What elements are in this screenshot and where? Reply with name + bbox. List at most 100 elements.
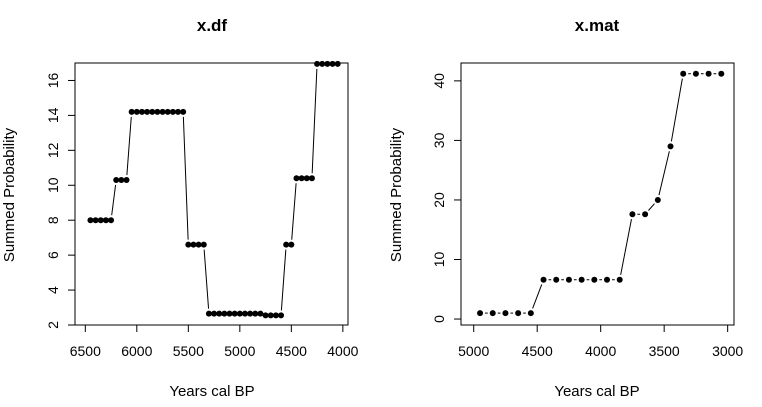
y-axis: 0 10 20 30 40 (431, 73, 461, 323)
series-points (477, 70, 725, 317)
y-tick-label: 12 (45, 142, 61, 158)
data-point (553, 276, 560, 283)
series-segment (182, 116, 189, 240)
y-tick-label: 14 (45, 107, 61, 123)
y-tick-label: 10 (45, 177, 61, 193)
x-tick-label: 5000 (458, 343, 489, 359)
data-point (169, 108, 176, 115)
data-point (329, 60, 336, 67)
data-point (515, 310, 522, 317)
data-point (604, 276, 611, 283)
x-tick-label: 6500 (70, 343, 101, 359)
data-point (298, 175, 305, 182)
data-point (477, 310, 484, 317)
chart-title: x.df (197, 16, 228, 35)
x-tick-label: 4000 (327, 343, 358, 359)
series-lines (111, 68, 318, 311)
series-segment (532, 284, 543, 309)
x-tick-label: 3500 (649, 343, 680, 359)
data-point (154, 108, 161, 115)
y-tick-label: 8 (45, 216, 61, 224)
data-point (195, 241, 202, 248)
data-point (92, 217, 99, 224)
series-segment (126, 116, 132, 176)
x-axis-label: Years cal BP (554, 383, 639, 400)
series-segment (280, 249, 287, 311)
series-segment (203, 249, 210, 309)
data-point (133, 108, 140, 115)
data-point (180, 108, 187, 115)
data-point (211, 310, 218, 317)
plot-frame (74, 62, 349, 326)
series-segment (658, 151, 670, 196)
x-axis-label: Years cal BP (169, 383, 254, 400)
data-point (692, 70, 699, 77)
data-point (591, 276, 598, 283)
data-point (164, 108, 171, 115)
y-tick-label: 0 (431, 315, 447, 323)
data-point (489, 310, 496, 317)
data-point (272, 312, 279, 319)
data-point (680, 70, 687, 77)
data-point (334, 60, 341, 67)
data-point (667, 143, 674, 150)
data-point (113, 177, 120, 184)
data-point (283, 241, 290, 248)
x-tick-label: 4500 (522, 343, 553, 359)
data-point (527, 310, 534, 317)
x-axis: 5000 4500 4000 3500 3000 (458, 325, 743, 359)
data-point (578, 276, 585, 283)
y-tick-label: 2 (45, 321, 61, 329)
data-point (200, 241, 207, 248)
data-point (629, 211, 636, 218)
y-tick-label: 4 (45, 286, 61, 294)
data-point (642, 211, 649, 218)
y-axis: 2 4 6 8 10 12 14 16 (45, 72, 75, 329)
data-point (118, 177, 125, 184)
y-tick-label: 20 (431, 192, 447, 208)
data-point (718, 70, 725, 77)
data-point (288, 241, 295, 248)
data-point (705, 70, 712, 77)
data-point (102, 217, 109, 224)
data-point (616, 276, 623, 283)
y-tick-label: 16 (45, 72, 61, 88)
data-point (221, 310, 228, 317)
data-point (226, 310, 233, 317)
data-point (144, 108, 151, 115)
x-tick-label: 5000 (224, 343, 255, 359)
x-axis: 6500 6000 5500 5000 4500 4000 (70, 325, 359, 359)
data-point (247, 310, 254, 317)
data-point (540, 276, 547, 283)
data-point (205, 310, 212, 317)
data-point (87, 217, 94, 224)
data-point (319, 60, 326, 67)
series-segment (291, 183, 297, 240)
data-point (108, 217, 115, 224)
data-point (565, 276, 572, 283)
series-segment (648, 203, 655, 211)
x-tick-label: 6000 (121, 343, 152, 359)
data-point (262, 312, 269, 319)
y-tick-label: 40 (431, 73, 447, 89)
data-point (314, 60, 321, 67)
data-point (216, 310, 223, 317)
data-point (149, 108, 156, 115)
y-axis-label: Summed Probability (1, 127, 18, 262)
plot-frame (460, 62, 735, 326)
series-segment (620, 219, 632, 275)
series-lines (485, 73, 717, 314)
chart-title: x.mat (575, 16, 620, 35)
series-points (87, 60, 341, 319)
data-point (123, 177, 130, 184)
chart-panel-x-df: x.df Years cal BP Summed Probability 650… (1, 16, 359, 400)
y-tick-label: 6 (45, 251, 61, 259)
data-point (128, 108, 135, 115)
data-point (303, 175, 310, 182)
data-point (231, 310, 238, 317)
x-tick-label: 4500 (276, 343, 307, 359)
data-point (138, 108, 145, 115)
series-segment (311, 68, 318, 174)
x-tick-label: 3000 (712, 343, 743, 359)
